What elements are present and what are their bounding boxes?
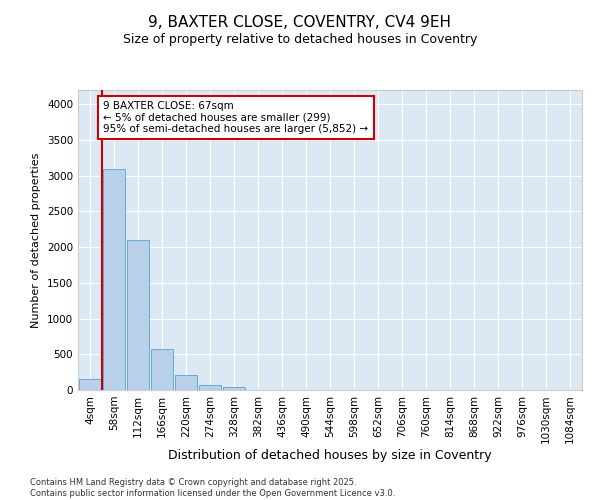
Bar bbox=[175, 375, 197, 390]
Bar bbox=[151, 349, 173, 390]
Bar bbox=[223, 387, 245, 390]
Bar bbox=[199, 385, 221, 390]
Text: 9 BAXTER CLOSE: 67sqm
← 5% of detached houses are smaller (299)
95% of semi-deta: 9 BAXTER CLOSE: 67sqm ← 5% of detached h… bbox=[103, 100, 368, 134]
Bar bbox=[79, 380, 101, 390]
Text: Contains HM Land Registry data © Crown copyright and database right 2025.
Contai: Contains HM Land Registry data © Crown c… bbox=[30, 478, 395, 498]
Bar bbox=[103, 168, 125, 390]
X-axis label: Distribution of detached houses by size in Coventry: Distribution of detached houses by size … bbox=[168, 449, 492, 462]
Bar bbox=[127, 240, 149, 390]
Text: 9, BAXTER CLOSE, COVENTRY, CV4 9EH: 9, BAXTER CLOSE, COVENTRY, CV4 9EH bbox=[149, 15, 452, 30]
Y-axis label: Number of detached properties: Number of detached properties bbox=[31, 152, 41, 328]
Text: Size of property relative to detached houses in Coventry: Size of property relative to detached ho… bbox=[123, 32, 477, 46]
